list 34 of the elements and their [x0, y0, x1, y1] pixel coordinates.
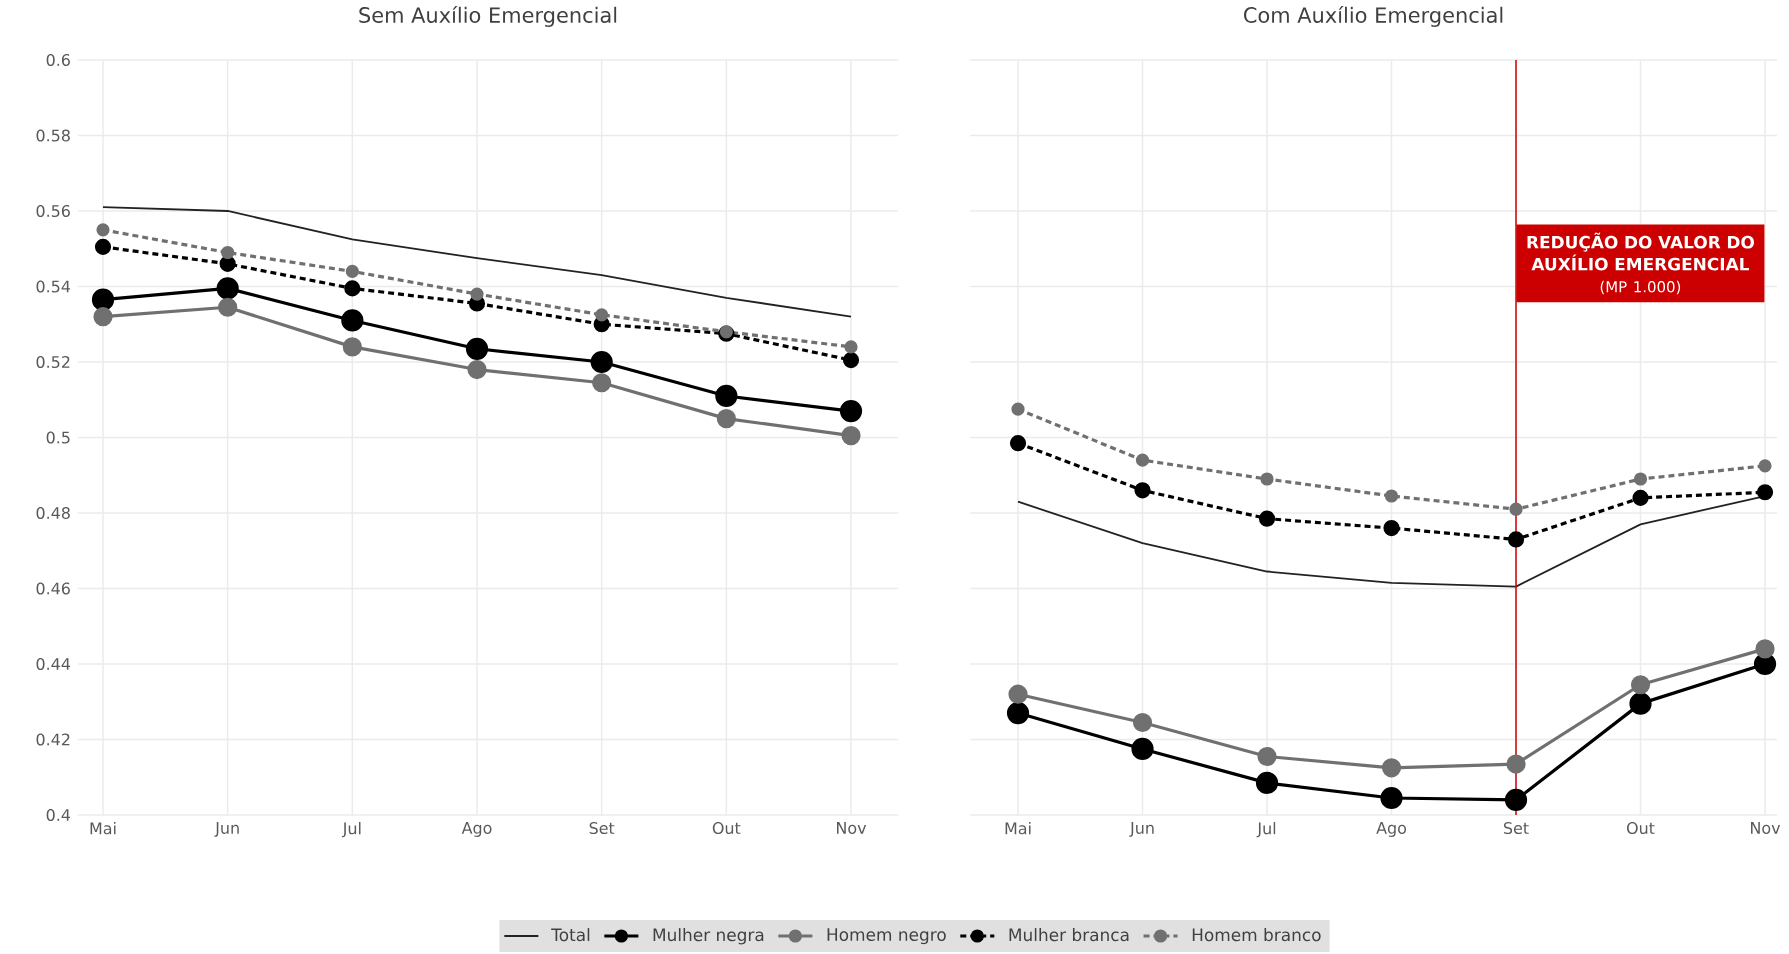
- x-tick-label: Ago: [1376, 822, 1407, 837]
- y-tick-label: 0.58: [36, 129, 70, 142]
- ref-line-label: REDUÇÃO DO VALOR DO AUXÍLIO EMERGENCIAL: [1527, 232, 1754, 271]
- x-tick-label: Nov: [837, 822, 867, 834]
- y-tick-label: 0.44: [36, 657, 71, 671]
- x-tick-label: Jun: [214, 822, 239, 837]
- x-tick-label: Jun: [1129, 822, 1154, 837]
- x-tick-label: Mai: [90, 822, 116, 835]
- y-tick-label: 0.4: [46, 808, 71, 822]
- x-tick-label: Nov: [1751, 822, 1781, 834]
- x-tick-label: Out: [1626, 822, 1655, 835]
- annotation: (MP 1.000): [1600, 280, 1681, 295]
- y-tick-label: 0.6: [46, 53, 70, 67]
- legend-label: Total: [551, 928, 590, 942]
- y-tick-label: 0.48: [36, 506, 70, 520]
- y-tick-label: 0.56: [36, 204, 70, 218]
- y-tick-label: 0.52: [36, 355, 70, 369]
- x-tick-label: Out: [712, 822, 741, 835]
- x-tick-label: Set: [1503, 822, 1529, 835]
- x-tick-label: Set: [589, 822, 615, 835]
- x-tick-label: Jul: [341, 822, 361, 838]
- legend-label: Homem negro: [827, 928, 946, 945]
- y-tick-label: 0.46: [36, 582, 70, 595]
- y-tick-label: 0.5: [46, 431, 70, 444]
- chart-title: Sem Auxílio Emergencial: [359, 5, 617, 27]
- y-tick-label: 0.54: [36, 280, 71, 293]
- legend-label: Mulher negra: [653, 928, 764, 945]
- x-tick-label: Jul: [1256, 822, 1276, 838]
- y-tick-label: 0.42: [36, 733, 70, 746]
- x-tick-label: Mai: [1005, 822, 1031, 835]
- x-tick-label: Ago: [461, 822, 492, 837]
- legend-label: Mulher branca: [1009, 928, 1129, 942]
- legend-label: Homem branco: [1192, 928, 1321, 942]
- chart-title: Com Auxílio Emergencial: [1244, 5, 1503, 27]
